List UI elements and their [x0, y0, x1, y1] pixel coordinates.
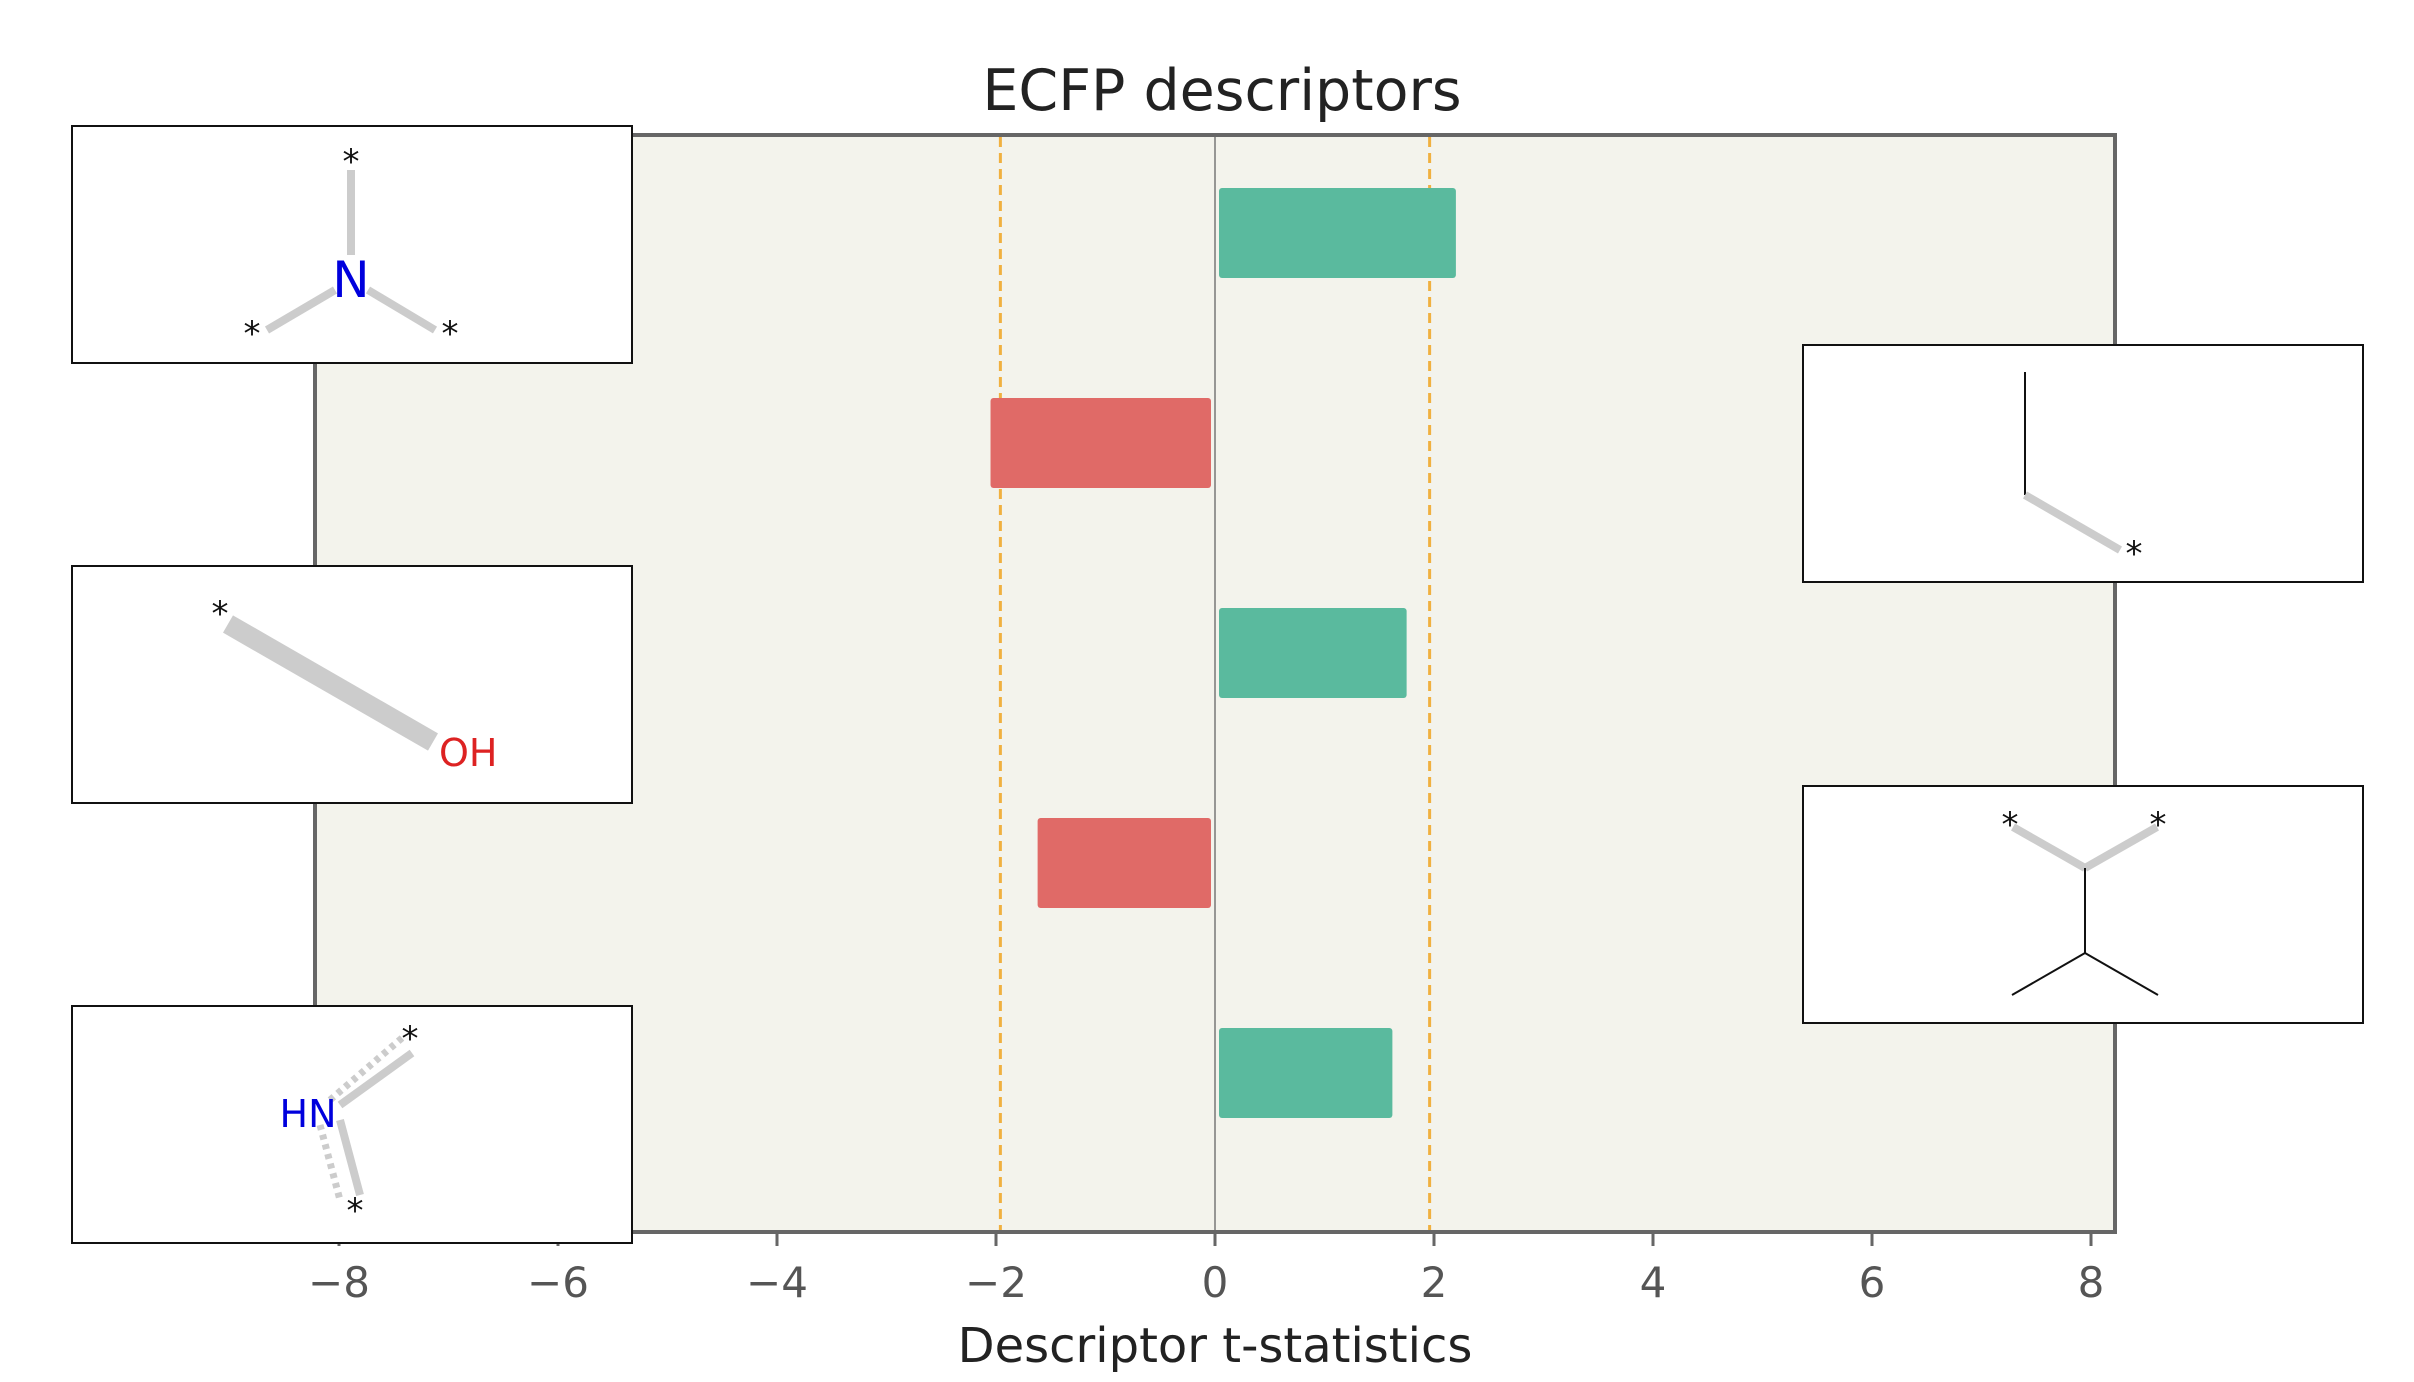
- atom-label: *: [244, 314, 261, 354]
- atom-label: OH: [439, 731, 497, 775]
- bar: [1219, 1028, 1393, 1118]
- atom-label: *: [343, 142, 360, 182]
- bar: [990, 398, 1211, 488]
- bar: [1219, 608, 1407, 698]
- fragment-secondary-amine: * HN *: [71, 1005, 633, 1244]
- atom-label: HN: [280, 1092, 337, 1136]
- fragment-hydroxyl: * OH: [71, 565, 633, 804]
- chart-title: ECFP descriptors: [982, 58, 1461, 124]
- x-tick-label: 2: [1421, 1258, 1448, 1307]
- bars: [990, 188, 1456, 1118]
- x-tick-label: −4: [746, 1258, 808, 1307]
- x-tick-label: 8: [2078, 1258, 2105, 1307]
- bar: [1037, 818, 1211, 908]
- x-axis-ticks: −8 −6 −4 −2 0 2 4 6 8: [308, 1232, 2104, 1307]
- atom-label: N: [332, 251, 369, 309]
- atom-label: *: [212, 594, 229, 634]
- x-tick-label: 0: [1202, 1258, 1229, 1307]
- x-tick-label: −8: [308, 1258, 370, 1307]
- atom-label: *: [347, 1191, 364, 1231]
- threshold-lines: [998, 137, 1432, 1230]
- atom-label: *: [2150, 805, 2167, 845]
- x-tick-label: −2: [965, 1258, 1027, 1307]
- fragment-tertiary-amine: * N * *: [71, 125, 633, 364]
- fragment-alkyl-chain: *: [1802, 344, 2364, 583]
- bar: [1219, 188, 1456, 278]
- atom-label: *: [402, 1019, 419, 1059]
- x-tick-label: 4: [1640, 1258, 1667, 1307]
- atom-label: *: [442, 314, 459, 354]
- atom-label: *: [2126, 534, 2143, 574]
- x-tick-label: −6: [527, 1258, 589, 1307]
- atom-label: *: [2002, 805, 2019, 845]
- x-tick-label: 6: [1859, 1258, 1886, 1307]
- x-axis-label: Descriptor t-statistics: [958, 1318, 1473, 1374]
- fragment-branched-carbon: * *: [1802, 785, 2364, 1024]
